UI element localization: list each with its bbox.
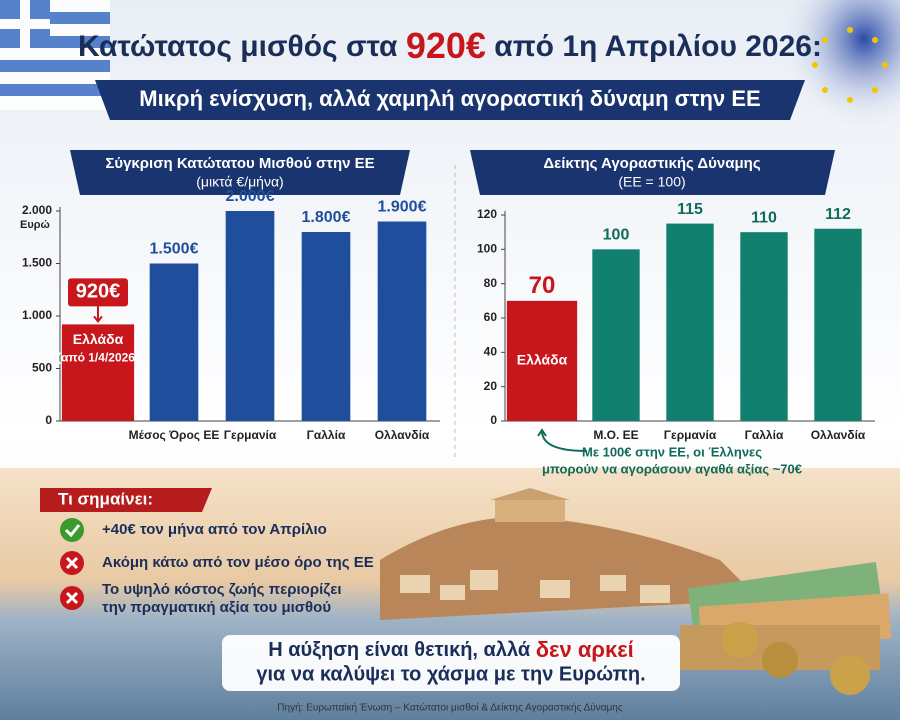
value-label: 70 [529,272,556,299]
y-tick-label: 40 [484,345,498,359]
y-tick-label: 0 [490,413,497,427]
y-tick-label: 80 [484,276,498,290]
bar-category-label: Ελλάδα [517,352,568,368]
x-tick-label: Μ.Ο. ΕΕ [593,428,638,442]
bar [149,263,199,421]
eu-flag [780,0,900,130]
x-tick-label: Γαλλία [745,428,784,442]
bar [506,300,578,421]
summary-point: την πραγματική αξία του μισθού [102,599,331,616]
annotation: μπορούν να αγοράσουν αγαθά αξίας ~70€ [542,461,802,476]
summary-point: +40€ τον μήνα από τον Απρίλιο [102,521,327,538]
value-label: 1.500€ [150,241,199,258]
subtitle-banner [95,80,805,120]
bar [377,221,427,421]
summary-point: Ακόμη κάτω από τον μέσο όρο της ΕΕ [102,554,374,571]
x-tick-label: Ολλανδία [811,428,866,442]
x-tick-label: Ολλανδία [375,428,430,442]
annotation: Με 100€ στην ΕΕ, οι Έλληνες [582,444,762,459]
value-label: 1.800€ [302,209,351,226]
summary-title: Τι σημαίνει: [58,489,153,508]
label-arrow [93,306,103,324]
conclusion-part: Η αύξηση είναι θετική, αλλά [268,639,536,661]
chart-title: Δείκτης Αγοραστικής Δύναμης [543,155,760,172]
page-subtitle: Μικρή ενίσχυση, αλλά χαμηλή αγοραστική δ… [139,86,760,111]
greek-flag [0,0,110,110]
bar [61,324,135,421]
bar [301,232,351,421]
y-tick-label: 2.000 [22,203,52,217]
x-tick-label: Γερμανία [664,428,717,442]
y-axis-label: Ευρώ [20,219,50,231]
title-part: από 1η Απριλίου 2026: [486,30,822,63]
chart-title: Σύγκριση Κατώτατου Μισθού στην ΕΕ [105,155,374,172]
value-label: 110 [751,209,777,226]
summary-banner [40,488,212,512]
value-label: 920€ [76,281,121,303]
y-tick-label: 500 [32,361,52,375]
y-tick-label: 100 [477,242,497,256]
bar-category-label: Ελλάδα [73,331,124,347]
y-tick-label: 0 [45,413,52,427]
value-label: 115 [677,201,703,218]
value-label: 1.900€ [378,199,427,216]
y-tick-label: 120 [477,207,497,221]
y-tick-label: 1.500 [22,256,52,270]
value-label: 100 [603,227,630,244]
value-label: 112 [825,206,851,223]
conclusion-line: Η αύξηση είναι θετική, αλλά δεν αρκεί [268,637,634,662]
y-tick-label: 1.000 [22,308,52,322]
source: Πηγή: Ευρωπαϊκή Ένωση – Κατώτατοι μισθοί… [277,702,623,714]
value-label-box [68,278,128,307]
bar [666,223,714,421]
y-tick-label: 20 [484,379,498,393]
bar [592,249,640,421]
title-highlight: 920€ [406,25,486,66]
y-tick-label: 60 [484,310,498,324]
chart-banner [70,150,410,195]
value-label: 2.000€ [226,188,275,205]
annotation-arrow [537,428,588,452]
eu-stars [812,27,888,103]
x-tick-label: Μέσος Όρος ΕΕ [129,428,220,442]
bar [225,211,275,421]
title-part: Κατώτατος μισθός στα [78,30,406,63]
cross-icon [60,586,84,610]
x-tick-label: Γαλλία [307,428,346,442]
chart-subtitle: (ΕΕ = 100) [618,174,685,190]
chart-subtitle: (μικτά €/μήνα) [196,174,283,190]
conclusion-highlight: δεν αρκεί [536,637,634,662]
check-icon [60,518,84,542]
cross-icon [60,551,84,575]
bar-note: (από 1/4/2026) [57,351,139,365]
bar [814,228,862,421]
chart-banner [470,150,835,195]
summary-point: Το υψηλό κόστος ζωής περιορίζει [102,581,341,598]
x-tick-label: Γερμανία [224,428,277,442]
conclusion-line: για να καλύψει το χάσμα με την Ευρώπη. [256,663,645,685]
page-title: Κατώτατος μισθός στα 920€ από 1η Απριλίο… [78,25,822,66]
conclusion-box [222,635,680,691]
bar [740,232,788,421]
